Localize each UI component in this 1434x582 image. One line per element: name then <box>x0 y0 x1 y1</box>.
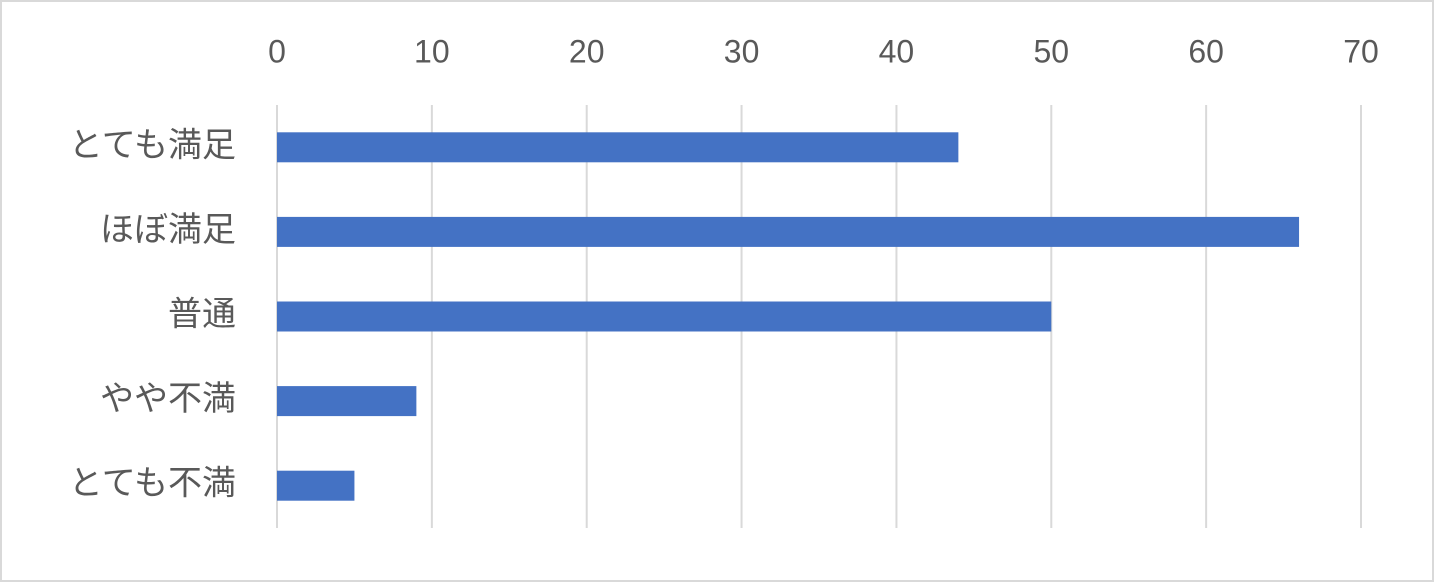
x-tick-label: 30 <box>724 33 760 69</box>
bar <box>277 301 1052 332</box>
y-tick-label: やや不満 <box>100 380 236 418</box>
x-tick-label: 50 <box>1033 33 1069 69</box>
x-tick-label: 70 <box>1343 33 1379 69</box>
y-tick-label: 普通 <box>168 295 236 333</box>
bar <box>277 216 1300 247</box>
bar <box>277 470 355 501</box>
bar <box>277 386 417 417</box>
x-tick-label: 40 <box>879 33 915 69</box>
y-tick-label: とても不満 <box>69 465 236 503</box>
x-tick-label: 20 <box>569 33 605 69</box>
x-tick-label: 60 <box>1188 33 1224 69</box>
x-tick-label: 10 <box>414 33 450 69</box>
bar <box>277 132 959 163</box>
x-tick-label: 0 <box>268 33 286 69</box>
y-tick-label: とても満足 <box>69 126 236 164</box>
y-tick-label: ほぼ満足 <box>100 211 236 249</box>
